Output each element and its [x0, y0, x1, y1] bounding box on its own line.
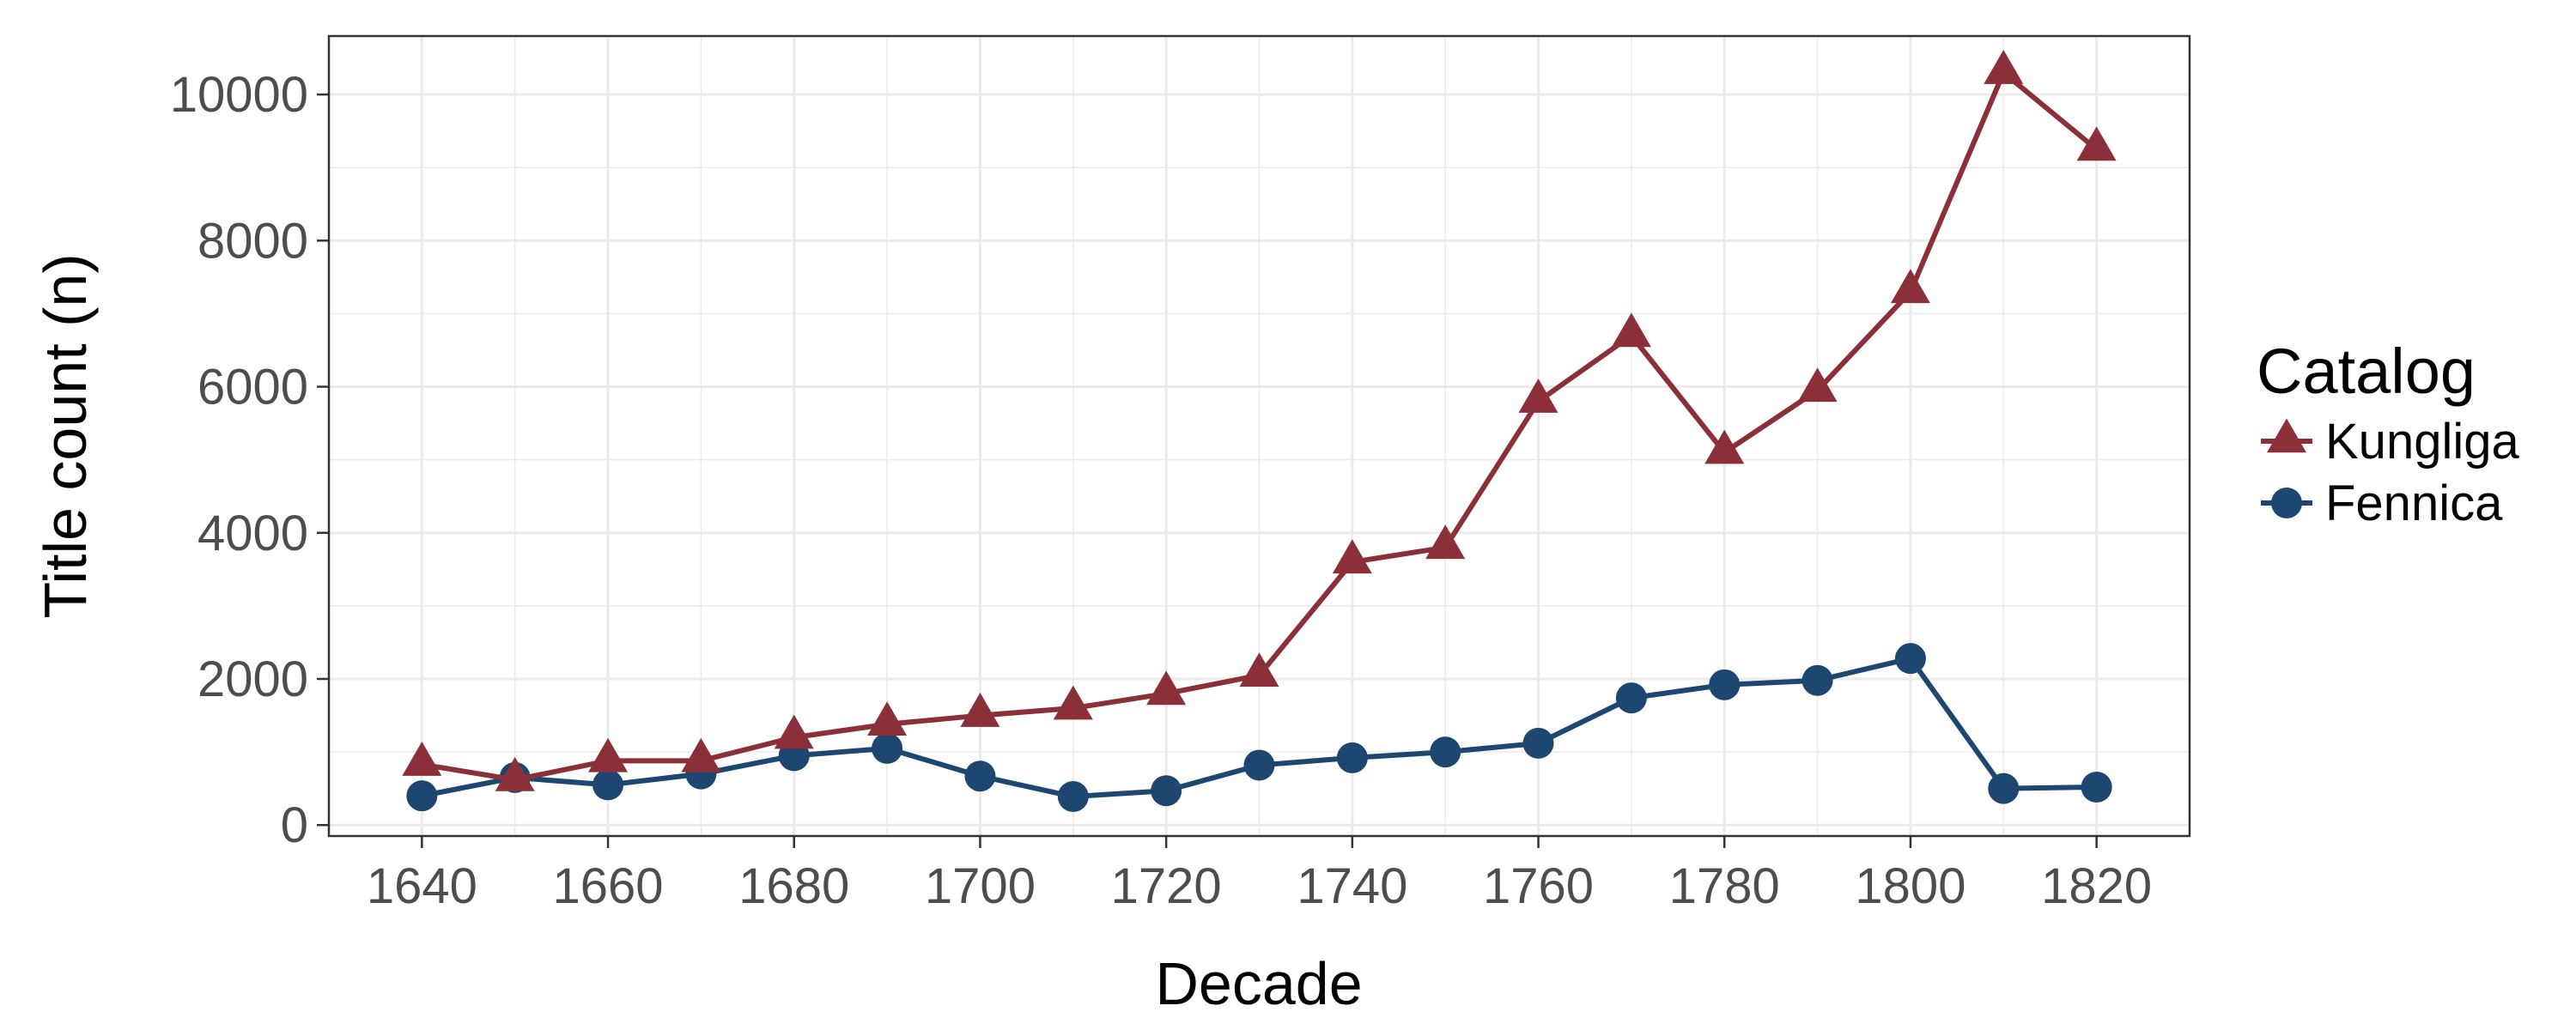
data-point [1801, 664, 1833, 696]
plot-border [327, 34, 2191, 838]
x-tick-label: 1720 [1111, 858, 1222, 914]
legend-label: Fennica [2325, 476, 2503, 531]
y-tick-label: 8000 [197, 213, 308, 269]
data-point [2076, 126, 2117, 161]
data-point [495, 756, 535, 791]
x-tick-label: 1660 [553, 858, 664, 914]
legend-swatch-marker [2267, 418, 2306, 453]
y-tick-label: 6000 [197, 360, 308, 415]
legend-title: Catalog [2257, 336, 2476, 407]
data-point [1615, 682, 1647, 714]
series-kungliga [402, 49, 2117, 791]
x-tick-label: 1640 [367, 858, 477, 914]
x-axis: 1640 1660 1680 1700 1720 1740 1760 1780 1800 1820 [367, 836, 2152, 914]
y-axis: 0 2000 4000 6000 8000 10000 [170, 67, 329, 853]
data-point [681, 737, 721, 772]
data-point [1518, 379, 1558, 413]
data-point [1146, 670, 1187, 706]
data-point [1425, 524, 1466, 560]
data-point [1709, 669, 1741, 700]
data-point [402, 742, 442, 776]
legend-swatch-marker [2271, 488, 2302, 518]
data-point [964, 760, 996, 792]
x-tick-label: 1700 [925, 858, 1036, 914]
data-point [1336, 742, 1368, 773]
x-tick-label: 1680 [738, 858, 849, 914]
data-point [1894, 643, 1926, 675]
data-point [1797, 367, 1838, 403]
data-point [872, 732, 903, 764]
x-tick-label: 1820 [2041, 858, 2152, 914]
x-tick-label: 1780 [1669, 858, 1780, 914]
data-point [1430, 736, 1461, 768]
data-point [867, 701, 908, 736]
x-tick-label: 1760 [1483, 858, 1594, 914]
data-point [592, 769, 624, 801]
data-point [960, 692, 1000, 727]
data-point [1984, 49, 2024, 84]
data-point [1057, 781, 1089, 813]
series-fennica [406, 643, 2112, 813]
data-point [1053, 685, 1093, 720]
y-tick-label: 10000 [170, 67, 308, 123]
data-point [1243, 749, 1275, 781]
data-point [1611, 312, 1651, 348]
data-point [2081, 771, 2112, 803]
data-point [1332, 539, 1372, 574]
y-tick-label: 2000 [197, 651, 308, 707]
data-point [1522, 727, 1554, 759]
legend-item: Kungliga [2261, 414, 2519, 470]
legend-item: Fennica [2261, 476, 2503, 531]
legend: Catalog Kungliga Fennica [2257, 336, 2519, 531]
data-point [1151, 775, 1182, 807]
x-tick-label: 1800 [1855, 858, 1965, 914]
data-point [774, 714, 814, 749]
data-point [1890, 269, 1930, 304]
y-axis-title: Title count (n) [32, 253, 99, 618]
legend-label: Kungliga [2325, 414, 2519, 470]
data-point [1239, 652, 1279, 688]
y-tick-label: 4000 [197, 506, 308, 561]
data-point [588, 737, 629, 772]
data-point [1988, 772, 2020, 804]
x-axis-title: Decade [1155, 950, 1362, 1017]
y-tick-label: 0 [281, 797, 308, 853]
data-point [406, 780, 438, 812]
x-tick-label: 1740 [1297, 858, 1407, 914]
series-layer [402, 49, 2117, 813]
data-point [1704, 429, 1745, 464]
